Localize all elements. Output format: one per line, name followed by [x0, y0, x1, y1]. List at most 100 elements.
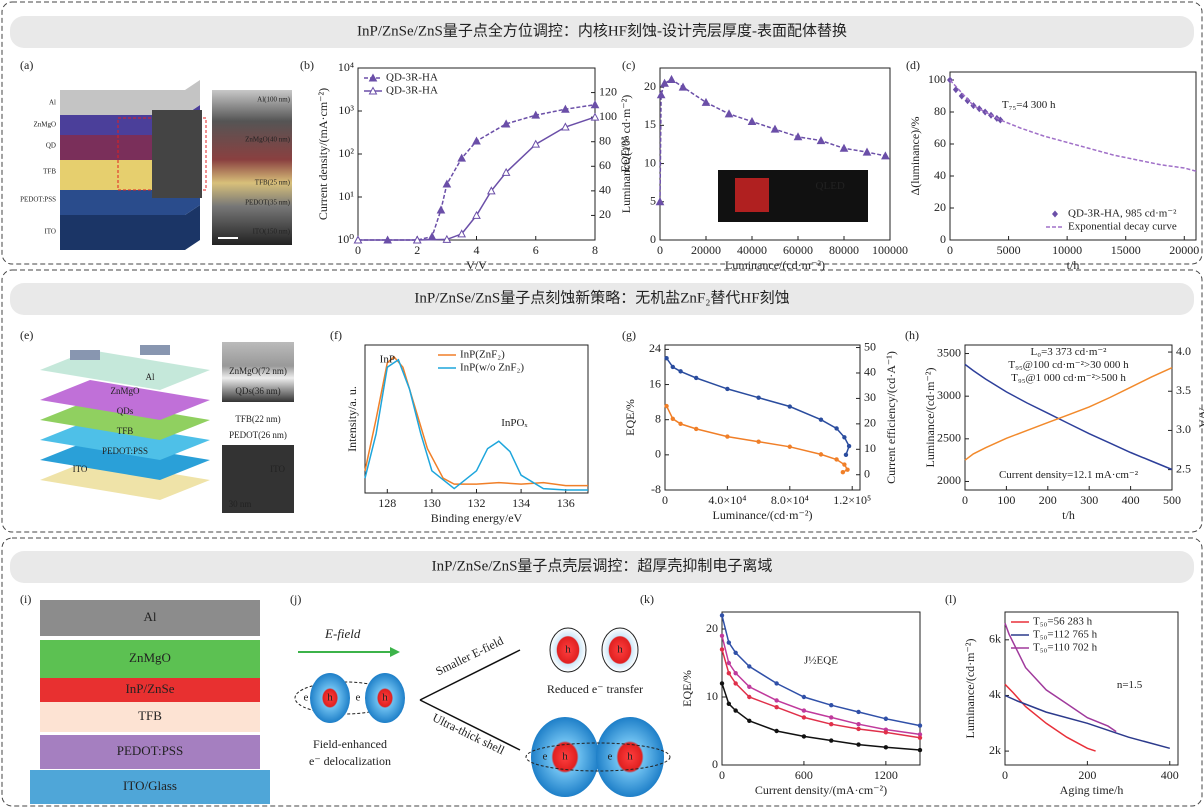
data-point: [834, 457, 838, 461]
electron-label: e: [608, 751, 613, 763]
device-schematic: [60, 80, 292, 250]
data-point: [720, 634, 724, 638]
y2-axis-label: V/V: [1196, 407, 1204, 428]
legend-label: InP(w/o ZnF₂): [460, 362, 524, 374]
layer-label: Al: [49, 99, 56, 107]
x-tick-label: 1200: [874, 768, 898, 782]
panel-label: (b): [300, 58, 314, 72]
data-point: [443, 181, 450, 188]
x-tick-label: 200: [1039, 493, 1057, 507]
x-tick-label: 128: [378, 496, 396, 510]
figure: InP/ZnSe/ZnS量子点全方位调控：内核HF刻蚀-设计壳层厚度-表面配体替…: [0, 0, 1204, 810]
data-point: [747, 664, 751, 668]
data-point: [864, 149, 871, 156]
y-tick-label: 24: [649, 341, 661, 355]
layer-label: InP/ZnSe: [125, 681, 174, 696]
x-axis-label: Luminance/(cd·m⁻²): [713, 508, 813, 522]
data-line: [950, 80, 1196, 171]
path-label: Ultra-thick shell: [430, 710, 507, 757]
data-point: [834, 426, 838, 430]
y-tick-label: 3500: [937, 345, 961, 359]
y2-tick-label: 40: [599, 183, 611, 197]
y2-tick-label: 20: [599, 207, 611, 221]
data-point: [727, 671, 731, 675]
data-point: [788, 404, 792, 408]
x-axis-label: Luminance/(cd·m⁻²): [725, 258, 825, 272]
x-tick-label: 80000: [829, 243, 859, 257]
y2-tick-label: 3.0: [1176, 422, 1191, 436]
tem-label: ZnMgO(72 nm): [229, 366, 287, 376]
data-point: [664, 356, 668, 360]
x-tick-label: 4: [474, 243, 480, 257]
panel-label: (h): [905, 328, 919, 342]
tem-label: 30 nm: [229, 499, 252, 509]
data-line: [1005, 696, 1170, 749]
data-line: [365, 360, 588, 490]
electron-label: e: [543, 751, 548, 763]
data-point: [774, 729, 778, 733]
y-tick-label: 0: [650, 232, 656, 246]
y-tick-label: 10: [706, 689, 718, 703]
tem-label: TFB(25 nm): [255, 179, 291, 187]
data-point: [592, 101, 599, 108]
y-tick-label: -8: [651, 482, 661, 496]
legend-label: QD-3R-HA: [386, 72, 438, 84]
data-point: [842, 435, 846, 439]
y2-tick-label: 60: [599, 158, 611, 172]
y-tick-label: 10⁴: [338, 60, 354, 74]
data-line: [358, 117, 595, 240]
data-point: [829, 722, 833, 726]
tem-label: ITO(150 nm): [253, 228, 291, 236]
y-axis-label: Δ(luminance)/%: [908, 116, 922, 195]
data-line: [667, 406, 848, 472]
data-point: [845, 467, 849, 471]
x-tick-label: 0: [657, 243, 663, 257]
data-point: [856, 722, 860, 726]
x-tick-label: 400: [1161, 768, 1179, 782]
y2-tick-label: 4.0: [1176, 344, 1191, 358]
x-tick-label: 0: [355, 243, 361, 257]
x-axis-label: V/V: [466, 258, 487, 272]
data-point: [882, 152, 889, 159]
caption: Reduced e⁻ transfer: [547, 682, 643, 696]
data-point: [819, 417, 823, 421]
legend-label: InP(ZnF₂): [460, 349, 505, 361]
data-point: [720, 613, 724, 617]
data-point: [802, 708, 806, 712]
data-point: [788, 445, 792, 449]
y-tick-label: 5: [650, 194, 656, 208]
x-tick-label: 8: [592, 243, 598, 257]
data-point: [429, 233, 436, 240]
y-tick-label: 0: [712, 757, 718, 771]
y-tick-label: 8: [655, 411, 661, 425]
y-tick-label: 10²: [338, 146, 354, 160]
tem-label: QDs(36 nm): [235, 386, 280, 396]
x-tick-label: 10000: [1052, 243, 1082, 257]
x-tick-label: 0: [662, 493, 668, 507]
page: InP/ZnSe/ZnS量子点全方位调控：内核HF刻蚀-设计壳层厚度-表面配体替…: [0, 0, 1204, 810]
data-point: [726, 110, 733, 117]
inset-photo: [735, 178, 769, 212]
y-tick-label: 20: [934, 200, 946, 214]
data-line: [358, 105, 595, 240]
y-tick-label: 2000: [937, 473, 961, 487]
x-tick-label: 400: [1122, 493, 1140, 507]
layer-label: ITO: [73, 464, 88, 474]
section-title: InP/ZnSe/ZnS量子点壳层调控：超厚壳抑制电子离域: [432, 557, 773, 574]
data-point: [720, 681, 724, 685]
panel-label: (d): [906, 58, 920, 72]
x-tick-label: 5000: [997, 243, 1021, 257]
layer-stack: [30, 600, 270, 804]
annotation: n=1.5: [1117, 679, 1143, 691]
data-point: [829, 703, 833, 707]
y-tick-label: 10³: [338, 103, 354, 117]
tem-label: TFB(22 nm): [235, 414, 280, 424]
annotation: L₀=3 373 cd·m⁻²: [1031, 346, 1108, 358]
data-point: [733, 671, 737, 675]
x-tick-label: 4.0×10⁴: [708, 493, 746, 507]
data-point: [818, 137, 825, 144]
panel-label: (k): [640, 592, 654, 606]
annotation: InPOₓ: [501, 417, 528, 429]
y-tick-label: 16: [649, 376, 661, 390]
y-axis-label: EQE/%: [680, 670, 694, 707]
